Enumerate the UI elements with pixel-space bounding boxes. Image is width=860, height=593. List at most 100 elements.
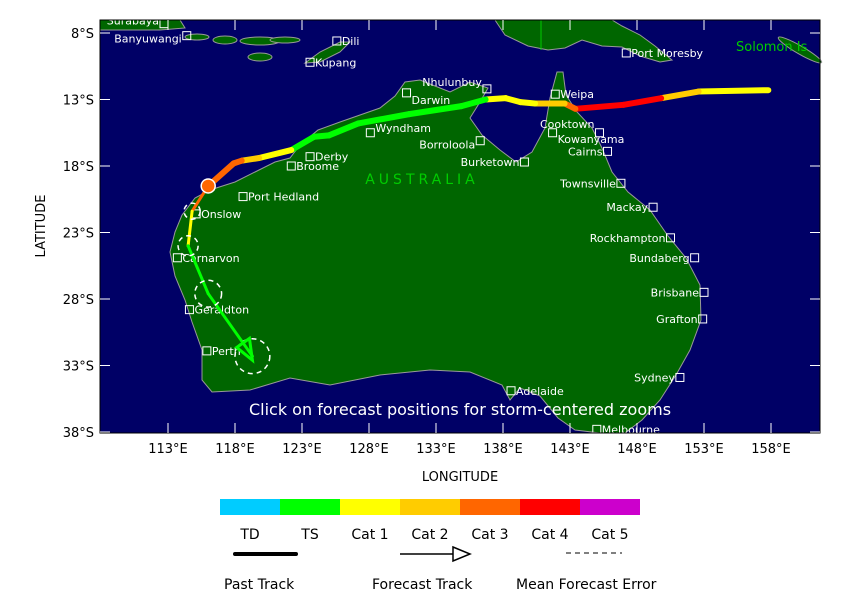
city-label: Rockhampton: [590, 232, 666, 245]
city-markers: Surabaya Banyuwangi Dili Kupang Port Moresby…: [107, 15, 709, 436]
city-wyndham[interactable]: Wyndham: [365, 122, 431, 138]
city-borroloola[interactable]: Borroloola: [419, 136, 485, 152]
city-bundaberg[interactable]: Bundaberg: [629, 252, 700, 265]
city-label: Port Hedland: [248, 191, 319, 204]
city-dili[interactable]: Dili: [332, 35, 360, 48]
city-weipa[interactable]: Weipa: [550, 88, 594, 101]
lombok-island: [212, 35, 238, 45]
category-label: TS: [301, 527, 319, 543]
current-position-marker[interactable]: [200, 178, 216, 194]
city-label: Wyndham: [375, 122, 431, 135]
plot-frame: [99, 19, 821, 434]
city-marker-icon: [238, 192, 248, 202]
category-label: Cat 4: [531, 527, 569, 543]
city-brisbane[interactable]: Brisbane: [651, 286, 709, 299]
city-marker-icon: [172, 253, 182, 263]
x-tick-label: 118°E: [215, 442, 255, 457]
city-marker-icon: [550, 89, 560, 99]
city-label: Mackay: [606, 201, 648, 214]
city-label: Borroloola: [419, 139, 475, 152]
legend-past-track: Past Track: [224, 577, 295, 593]
past-track-segment: [482, 95, 509, 103]
city-marker-icon: [548, 128, 558, 138]
city-label: Kowanyama: [558, 133, 625, 146]
city-label: Dili: [342, 35, 360, 48]
city-darwin[interactable]: Darwin: [402, 88, 451, 107]
y-tick-label: 13°S: [63, 94, 94, 109]
city-label: Grafton: [656, 313, 698, 326]
past-track-segment: [355, 111, 413, 127]
city-burketown[interactable]: Burketown: [461, 156, 529, 169]
city-surabaya[interactable]: Surabaya: [107, 15, 169, 29]
city-grafton[interactable]: Grafton: [656, 313, 708, 326]
x-tick-label: 113°E: [148, 442, 188, 457]
landmasses: [99, 19, 823, 434]
city-melbourne[interactable]: Melbourne: [592, 423, 660, 436]
city-label: Cairns: [568, 145, 603, 158]
city-label: Bundaberg: [629, 252, 689, 265]
city-marker-icon: [332, 36, 342, 46]
bali-island: [184, 33, 210, 41]
city-marker-icon: [648, 202, 658, 212]
city-sydney[interactable]: Sydney: [634, 371, 685, 384]
storm-track: [177, 87, 772, 375]
timor-island: [303, 41, 352, 64]
forecast-error-circle[interactable]: [234, 338, 271, 375]
past-track-segment: [572, 101, 627, 112]
city-broome[interactable]: Broome: [286, 160, 339, 173]
y-tick-label: 28°S: [63, 293, 94, 308]
city-banyuwangi[interactable]: Banyuwangi: [114, 31, 192, 46]
city-label: Banyuwangi: [114, 33, 182, 46]
city-marker-icon: [506, 386, 516, 396]
city-port-moresby[interactable]: Port Moresby: [621, 47, 704, 60]
city-marker-icon: [305, 57, 315, 67]
legend-mean-error: Mean Forecast Error: [516, 577, 657, 593]
past-track-segment: [288, 133, 318, 154]
forecast-error-circle[interactable]: [194, 279, 223, 308]
category-label: Cat 2: [411, 527, 449, 543]
x-axis-label: LONGITUDE: [422, 470, 498, 485]
city-derby[interactable]: Derby: [305, 151, 349, 164]
city-label: Weipa: [560, 88, 594, 101]
city-adelaide[interactable]: Adelaide: [506, 385, 564, 398]
color-swatch-cat-1: [340, 499, 400, 515]
x-tick-label: 153°E: [684, 442, 724, 457]
city-label: Carnarvon: [182, 252, 239, 265]
forecast-track-segment: [186, 209, 194, 248]
city-label: Melbourne: [602, 423, 660, 436]
city-marker-icon: [182, 31, 192, 41]
x-tick-label: 143°E: [550, 442, 590, 457]
city-kowanyama[interactable]: Kowanyama: [548, 128, 625, 146]
forecast-error-circle[interactable]: [177, 235, 199, 257]
solomon-islands: [777, 36, 823, 64]
city-marker-icon: [365, 128, 375, 138]
city-nhulunbuy[interactable]: Nhulunbuy: [422, 76, 492, 94]
city-rockhampton[interactable]: Rockhampton: [590, 232, 675, 245]
city-label: Cooktown: [540, 118, 595, 131]
city-mackay[interactable]: Mackay: [606, 201, 658, 214]
city-kupang[interactable]: Kupang: [305, 56, 356, 69]
category-color-bar: [220, 499, 640, 515]
city-townsville[interactable]: Townsville: [559, 177, 626, 190]
city-label: Burketown: [461, 156, 520, 169]
australia-label: AUSTRALIA: [365, 172, 479, 188]
city-label: Surabaya: [107, 15, 159, 28]
y-tick-label: 23°S: [63, 227, 94, 242]
forecast-arrowhead-icon[interactable]: [234, 335, 255, 364]
past-track-segment: [406, 103, 465, 118]
city-marker-icon: [621, 48, 631, 58]
city-marker-icon: [675, 372, 685, 382]
city-cairns[interactable]: Cairns: [568, 145, 613, 158]
city-label: Brisbane: [651, 286, 700, 299]
category-label: TD: [240, 527, 260, 543]
city-cooktown[interactable]: Cooktown: [540, 118, 604, 138]
past-track-segment: [458, 96, 489, 110]
color-swatch-ts: [280, 499, 340, 515]
city-port-hedland[interactable]: Port Hedland: [238, 191, 319, 204]
past-track-segment: [695, 87, 772, 95]
forecast-error-circle[interactable]: [183, 202, 201, 221]
city-carnarvon[interactable]: Carnarvon: [172, 252, 240, 265]
city-perth[interactable]: Perth: [202, 345, 241, 358]
category-label: Cat 5: [591, 527, 629, 543]
city-label: Broome: [296, 160, 339, 173]
